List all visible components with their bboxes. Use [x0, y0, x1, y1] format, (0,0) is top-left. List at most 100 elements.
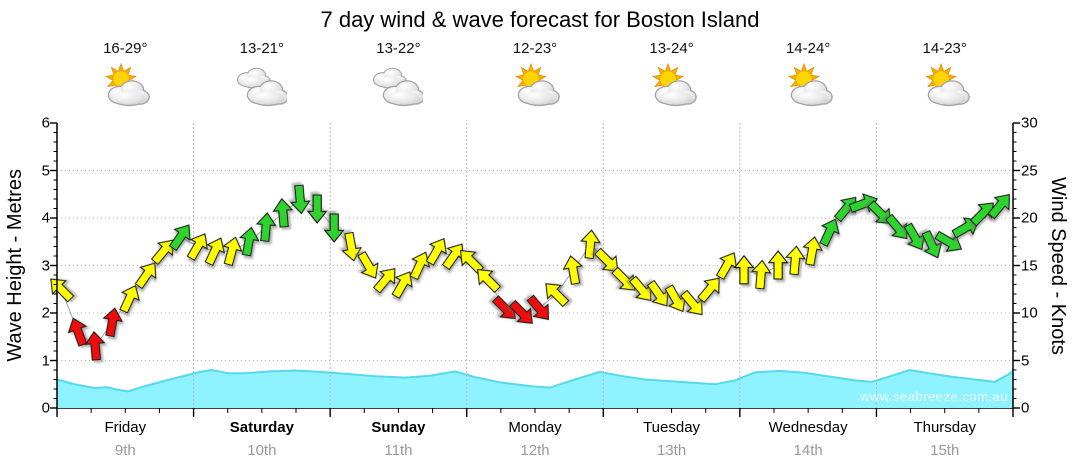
day-header-column: 16-29° — [57, 40, 193, 111]
right-axis-title: Wind Speed - Knots — [1047, 176, 1069, 355]
wind-arrow — [168, 224, 191, 252]
wind-arrow — [819, 218, 840, 247]
sun-cloud-icon — [924, 62, 970, 107]
wind-arrow — [119, 284, 140, 314]
wind-arrow — [391, 271, 413, 299]
wind-arrow — [611, 266, 636, 291]
left-axis-tick-label: 6 — [41, 114, 50, 132]
wind-arrow — [562, 255, 584, 285]
wind-arrow — [784, 245, 806, 276]
weather-icon-holder — [604, 62, 740, 111]
wind-arrow — [341, 231, 362, 262]
gridlines — [57, 170, 1013, 361]
wind-arrow — [969, 202, 994, 227]
wind-arrow — [477, 268, 502, 294]
day-header-column: 13-22° — [330, 40, 466, 111]
wind-arrow — [526, 294, 549, 321]
wind-arrow — [150, 239, 174, 266]
wind-arrow — [222, 236, 243, 267]
wind-arrow — [750, 259, 772, 290]
wind-arrow — [289, 184, 311, 215]
wind-arrow — [987, 193, 1010, 220]
day-name-label: Tuesday — [643, 419, 701, 436]
wind-arrow — [951, 217, 980, 239]
wind-arrow — [885, 213, 908, 240]
day-date-label: 15th — [930, 442, 960, 459]
wind-arrow — [239, 226, 260, 257]
wind-arrow — [921, 229, 943, 259]
day-header-column: 13-21° — [194, 40, 330, 111]
right-axis-tick-label: 0 — [1021, 399, 1030, 417]
sun-cloud-icon — [651, 62, 697, 107]
clouds-icon — [236, 67, 289, 107]
wind-arrow — [867, 200, 892, 225]
wind-arrow — [102, 307, 123, 338]
day-temp-range: 13-21° — [239, 40, 285, 57]
day-temp-range: 13-22° — [376, 40, 421, 57]
day-header-column: 14-23° — [877, 40, 1013, 111]
wind-arrow — [733, 254, 755, 285]
site-watermark: www.seabreeze.com.au — [859, 389, 1008, 404]
left-axis-tick-label: 0 — [41, 399, 50, 417]
left-axis-tick-label: 1 — [41, 352, 50, 369]
day-date-label: 13th — [656, 442, 687, 459]
right-axis-tick-label: 15 — [1021, 257, 1038, 274]
wind-arrow — [580, 229, 601, 260]
day-name-label: Thursday — [913, 419, 976, 436]
day-date-label: 12th — [520, 442, 550, 459]
day-name-label: Monday — [508, 419, 562, 436]
wind-arrow — [680, 289, 703, 316]
wind-arrow — [134, 262, 157, 290]
weather-icon-holder — [740, 62, 876, 111]
wind-arrow — [802, 236, 823, 266]
day-header-column: 13-24° — [604, 40, 740, 111]
right-axis-tick-label: 25 — [1021, 162, 1038, 179]
right-axis-tick-label: 30 — [1021, 114, 1038, 132]
day-name-label: Friday — [104, 419, 147, 436]
wind-arrow — [323, 213, 345, 243]
weather-icon-holder — [467, 62, 603, 111]
day-name-label: Saturday — [229, 419, 294, 436]
day-temp-range: 13-24° — [649, 40, 694, 57]
day-name-label: Wednesday — [768, 419, 848, 436]
day-temp-range: 14-24° — [785, 40, 831, 57]
wind-arrow — [409, 251, 431, 281]
right-axis-tick-label: 5 — [1021, 352, 1030, 369]
wind-arrow — [697, 277, 720, 304]
wind-arrow — [50, 278, 75, 303]
right-axis-tick-label: 10 — [1021, 304, 1038, 322]
wind-arrow — [357, 251, 379, 279]
wind-arrow — [67, 317, 88, 347]
wind-arrow — [204, 237, 226, 266]
day-date-label: 14th — [793, 442, 823, 459]
axes — [50, 122, 1020, 417]
day-date-label: 11th — [384, 442, 413, 459]
wind-arrow — [594, 247, 619, 272]
wind-arrow — [425, 237, 447, 266]
sun-cloud-icon — [788, 62, 833, 107]
wind-arrow — [272, 197, 294, 228]
day-temp-range: 16-29° — [103, 40, 148, 57]
day-header-column: 12-23° — [467, 40, 603, 111]
wind-arrow — [255, 212, 277, 242]
wind-arrow — [767, 250, 789, 280]
right-axis-tick-label: 20 — [1021, 209, 1038, 227]
day-date-label: 10th — [247, 442, 277, 459]
left-axis-tick-label: 3 — [41, 257, 50, 274]
sun-cloud-icon — [515, 62, 560, 107]
wind-trend-line — [60, 198, 1001, 348]
wind-arrow — [306, 194, 328, 224]
left-axis-tick-label: 5 — [41, 162, 50, 179]
chart-title: 7 day wind & wave forecast for Boston Is… — [320, 7, 760, 32]
left-axis-tick-label: 2 — [41, 304, 50, 322]
wind-arrows — [50, 184, 1010, 361]
wind-arrow — [372, 268, 396, 294]
wave-height-area — [57, 370, 1013, 408]
weather-icon-holder — [877, 62, 1013, 111]
weather-icon-holder — [330, 63, 466, 111]
wind-arrow — [508, 299, 533, 324]
wind-arrow — [186, 233, 208, 261]
day-date-label: 9th — [114, 442, 136, 459]
